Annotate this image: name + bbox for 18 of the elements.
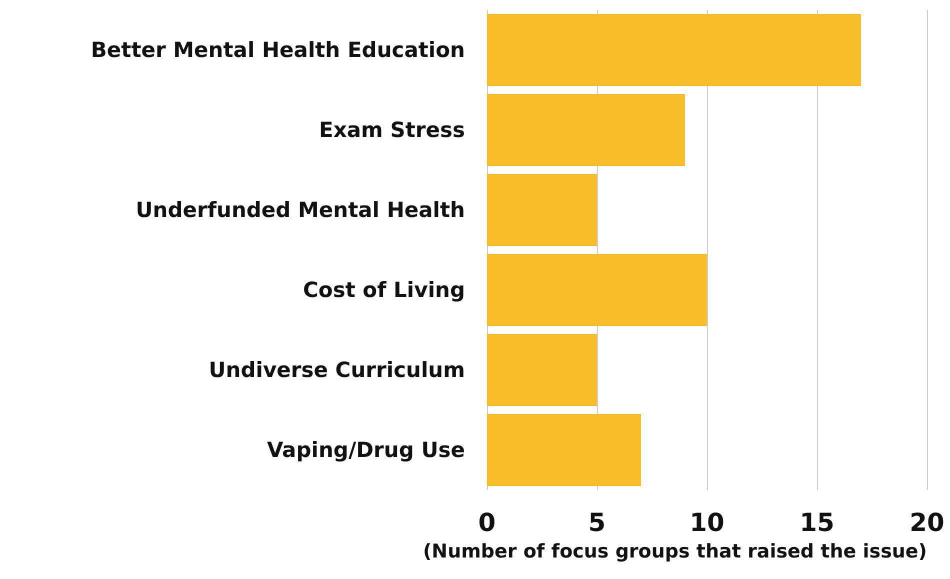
y-tick-label: Exam Stress bbox=[318, 118, 465, 142]
x-tick-label: 10 bbox=[690, 508, 724, 537]
y-tick-label: Undiverse Curriculum bbox=[208, 358, 465, 382]
y-tick-label: Cost of Living bbox=[302, 278, 465, 302]
y-tick-label: Vaping/Drug Use bbox=[266, 438, 465, 462]
x-tick-label: 20 bbox=[910, 508, 944, 537]
x-tick-label: 0 bbox=[478, 508, 496, 537]
x-axis-title: (Number of focus groups that raised the issue) bbox=[422, 540, 927, 562]
bar bbox=[487, 254, 707, 326]
bar bbox=[487, 414, 641, 486]
bar bbox=[487, 334, 597, 406]
bar bbox=[487, 94, 685, 166]
bar bbox=[487, 174, 597, 246]
y-tick-label: Better Mental Health Education bbox=[90, 38, 465, 62]
x-tick-label: 15 bbox=[800, 508, 834, 537]
bar bbox=[487, 14, 861, 86]
y-tick-label: Underfunded Mental Health bbox=[136, 198, 465, 222]
x-tick-label: 5 bbox=[588, 508, 606, 537]
